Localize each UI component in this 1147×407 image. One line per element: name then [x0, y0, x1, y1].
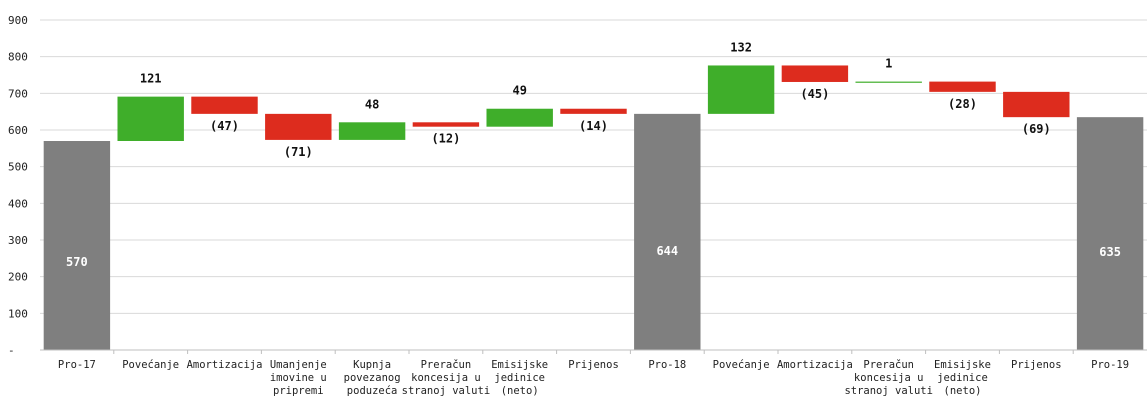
- bar-decrease: [1003, 91, 1070, 118]
- bar-increase: [338, 122, 406, 140]
- data-label: 570: [66, 255, 88, 269]
- gridlines: [40, 19, 1147, 314]
- bar-decrease: [929, 81, 996, 92]
- y-tick-label: 900: [8, 14, 28, 27]
- data-label: 48: [365, 97, 379, 111]
- x-tick-label: pripremi: [273, 385, 324, 397]
- y-tick-label: 300: [8, 234, 28, 247]
- x-tick-label: Povećanje: [122, 359, 179, 371]
- bars: [43, 65, 1144, 351]
- bar-decrease: [560, 108, 627, 114]
- x-tick-label: Emisijske: [934, 359, 991, 371]
- x-axis-category-labels: Pro-17 Povećanje Amortizacija Umanjenjeimov…: [58, 359, 1129, 397]
- x-tick-label: Pro-17: [58, 359, 96, 371]
- y-tick-label: 200: [8, 271, 28, 284]
- bar-total: [43, 141, 111, 350]
- bar-decrease: [265, 113, 332, 140]
- x-tick-label: Amortizacija: [777, 359, 853, 371]
- x-tick-label: Pro-19: [1091, 359, 1129, 371]
- bar-increase: [117, 96, 184, 141]
- bar-increase: [707, 65, 775, 114]
- bar-decrease: [412, 122, 480, 127]
- y-tick-label: 700: [8, 87, 28, 100]
- bar-total: [1076, 117, 1144, 351]
- bar-total: [634, 113, 701, 350]
- x-tick-label: jedinice: [494, 372, 545, 384]
- x-tick-label: stranoj valuti: [402, 385, 491, 397]
- data-label: 635: [1099, 245, 1121, 259]
- data-label: (12): [431, 132, 460, 146]
- x-tick-label: (neto): [501, 385, 539, 397]
- y-tick-label: -: [8, 344, 15, 357]
- bar-increase: [486, 108, 553, 127]
- data-label: 1: [885, 57, 892, 71]
- data-label: (28): [948, 97, 977, 111]
- x-tick-label: stranoj valuti: [844, 385, 933, 397]
- x-tick-label: poduzeća: [347, 385, 398, 397]
- x-tick-label: Preračun: [421, 359, 472, 371]
- y-tick-label: 100: [8, 307, 28, 320]
- data-labels: 570 121 (47) (71) 48 (12) 49 (14) 644 132 (45) 1 (28…: [66, 40, 1121, 269]
- data-label: 644: [656, 244, 678, 258]
- data-label: 49: [512, 84, 526, 98]
- x-tick-label: jedinice: [937, 372, 988, 384]
- x-tick-label: koncesija u: [854, 372, 924, 384]
- data-label: (14): [579, 119, 608, 133]
- x-tick-label: Preračun: [863, 359, 914, 371]
- data-label: (47): [210, 119, 239, 133]
- x-tick-label: Povećanje: [713, 359, 770, 371]
- x-tick-label: Prijenos: [1011, 359, 1062, 371]
- bar-decrease: [781, 65, 849, 82]
- x-tick-label: imovine u: [270, 372, 327, 384]
- x-tick-label: koncesija u: [411, 372, 481, 384]
- x-tick-label: Kupnja: [353, 359, 391, 371]
- x-tick-label: (neto): [944, 385, 982, 397]
- x-tick-label: Prijenos: [568, 359, 619, 371]
- y-tick-label: 500: [8, 161, 28, 174]
- x-tick-label: povezanog: [344, 372, 401, 384]
- data-label: (71): [284, 145, 313, 159]
- data-label: 132: [730, 40, 752, 54]
- x-tick-label: Pro-18: [648, 359, 686, 371]
- data-label: (69): [1022, 122, 1051, 136]
- y-axis-tick-labels: - 100 200 300 400 500 600 700 800 900: [8, 14, 28, 357]
- x-tick-label: Umanjenje: [270, 359, 327, 371]
- y-tick-label: 800: [8, 51, 28, 64]
- bar-decrease: [191, 96, 258, 114]
- x-axis: [40, 349, 1147, 354]
- y-tick-label: 600: [8, 124, 28, 137]
- bar-increase: [855, 81, 922, 83]
- y-tick-label: 400: [8, 197, 28, 210]
- data-label: (45): [800, 87, 829, 101]
- x-tick-label: Amortizacija: [187, 359, 263, 371]
- data-label: 121: [140, 72, 162, 86]
- x-tick-label: Emisijske: [491, 359, 548, 371]
